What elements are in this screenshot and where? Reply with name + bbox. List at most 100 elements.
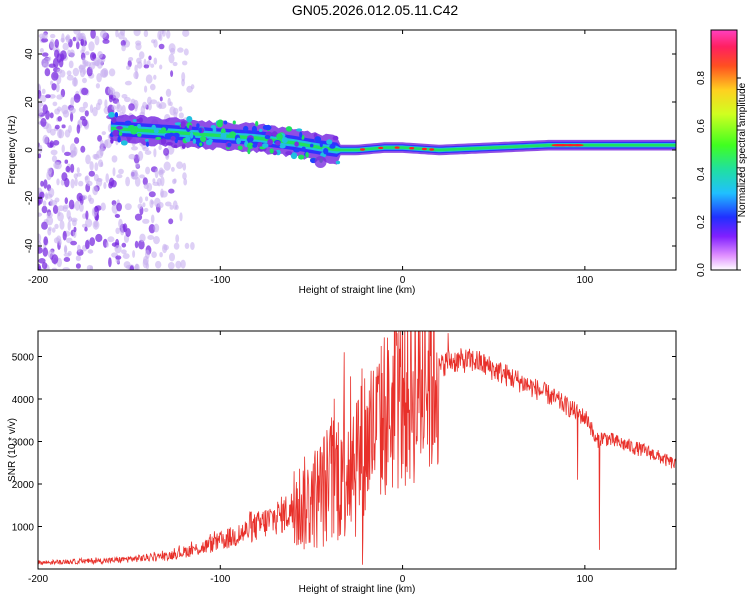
spec-noise-blob <box>113 91 121 99</box>
spec-noise-blob <box>134 176 141 187</box>
spec-noise-blob <box>41 88 46 95</box>
spec-noise-blob <box>84 110 89 117</box>
spec-noise-blob <box>57 106 62 112</box>
spec-band-blob <box>174 122 182 126</box>
spec-noise-blob <box>38 233 42 243</box>
spec-noise-blob <box>111 155 118 163</box>
spec-noise-blob <box>131 146 138 151</box>
spec-band-blob <box>170 136 176 141</box>
spec-noise-blob <box>73 76 77 87</box>
spec-noise-blob <box>92 185 99 196</box>
spec-noise-blob <box>134 103 138 112</box>
spec-noise-blob <box>97 135 103 142</box>
snr-xtick-label: 0 <box>400 574 406 585</box>
spec-noise-blob <box>57 205 65 212</box>
spectrogram-noise-region <box>38 30 195 270</box>
spec-noise-blob <box>40 117 47 127</box>
spec-noise-blob <box>78 106 86 113</box>
spec-band-blob <box>137 132 142 137</box>
spec-noise-blob <box>180 259 186 269</box>
spec-noise-blob <box>63 244 68 254</box>
spec-band-blob <box>114 112 119 118</box>
spec-noise-blob <box>112 167 116 177</box>
colorbar-gradient <box>710 29 738 271</box>
spec-noise-blob <box>123 261 131 269</box>
spec-band-blob <box>220 128 226 135</box>
spec-band-blob <box>258 128 263 132</box>
spec-noise-blob <box>153 223 160 233</box>
spec-band-blob <box>132 119 137 123</box>
spec-noise-blob <box>50 128 56 136</box>
spec-band-blob <box>276 133 283 141</box>
spec-noise-blob <box>66 74 74 81</box>
spec-noise-blob <box>102 39 110 44</box>
spec-noise-blob <box>132 250 136 258</box>
spec-noise-blob <box>81 87 89 96</box>
colorbar-tick-label: 0.6 <box>696 119 707 133</box>
spec-noise-blob <box>182 60 188 66</box>
spec-band-blob <box>155 136 162 140</box>
spec-noise-blob <box>165 88 172 97</box>
spec-noise-blob <box>99 139 104 149</box>
colorbar-label: Normalized spectral amplitude <box>737 82 748 217</box>
spec-band-blob <box>262 143 269 148</box>
spec-noise-blob <box>38 102 44 107</box>
spec-noise-blob <box>60 37 65 43</box>
spec-band-blob <box>112 129 119 137</box>
spec-noise-blob <box>116 174 123 179</box>
spec-noise-blob <box>61 124 66 129</box>
spec-noise-blob <box>169 204 174 210</box>
spec-noise-blob <box>159 64 163 70</box>
spec-band-blob <box>111 117 117 124</box>
spec-noise-blob <box>125 176 130 187</box>
spec-band-blob <box>290 152 298 160</box>
spec-noise-blob <box>142 177 148 186</box>
spec-noise-blob <box>89 161 94 171</box>
spec-noise-blob <box>170 70 174 77</box>
spec-band-blob <box>212 126 217 134</box>
spec-noise-blob <box>41 221 48 230</box>
spec-noise-blob <box>76 167 80 174</box>
spec-noise-blob <box>52 140 60 146</box>
spec-noise-blob <box>190 242 195 250</box>
spec-noise-blob <box>84 51 90 56</box>
spec-noise-blob <box>144 85 148 93</box>
spec-noise-blob <box>145 166 151 175</box>
spec-noise-blob <box>70 163 75 173</box>
spec-noise-blob <box>44 68 51 77</box>
spec-noise-blob <box>50 33 56 39</box>
spec-noise-blob <box>56 68 63 74</box>
spec-noise-blob <box>143 207 149 213</box>
spec-noise-blob <box>115 227 120 234</box>
colorbar-tick-label: 0.4 <box>696 167 707 181</box>
spec-band-blob <box>223 120 228 125</box>
spec-noise-blob <box>129 265 134 270</box>
spec-noise-blob <box>104 69 108 77</box>
spec-band-blob <box>137 124 141 128</box>
spec-noise-blob <box>39 48 44 53</box>
spec-noise-blob <box>145 249 150 260</box>
spec-noise-blob <box>147 96 152 106</box>
spec-noise-blob <box>109 177 115 187</box>
spec-noise-blob <box>48 94 56 99</box>
spec-noise-blob <box>73 150 77 157</box>
spec-noise-blob <box>170 47 176 55</box>
spec-noise-blob <box>51 267 58 270</box>
spec-noise-blob <box>186 85 193 93</box>
spec-noise-blob <box>165 201 172 207</box>
spec-band-blob <box>200 135 207 143</box>
spec-noise-blob <box>168 188 175 194</box>
snr-ticks: -200 -100 0 100 1000 2000 3000 4000 5000 <box>12 331 676 585</box>
spec-noise-blob <box>171 166 175 172</box>
spec-noise-blob <box>142 258 149 269</box>
spec-noise-blob <box>159 33 163 41</box>
spec-noise-blob <box>70 97 75 107</box>
spec-noise-blob <box>66 70 72 76</box>
spec-noise-blob <box>51 254 59 265</box>
snr-ytick-label: 4000 <box>12 395 35 406</box>
spec-noise-blob <box>62 42 69 51</box>
spec-noise-blob <box>69 143 76 153</box>
snr-plot: -200 -100 0 100 1000 2000 3000 4000 5000 Height … <box>7 330 677 595</box>
spec-noise-blob <box>75 255 81 262</box>
